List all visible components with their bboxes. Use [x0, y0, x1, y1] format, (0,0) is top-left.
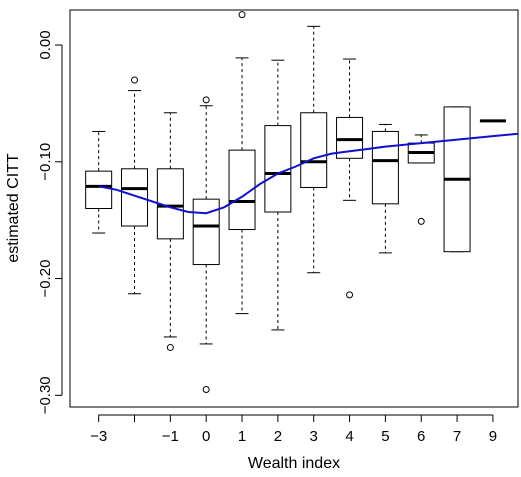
x-tick-label: 6: [417, 428, 425, 445]
box-2: [121, 76, 149, 295]
plot-frame: [69, 9, 519, 408]
box-6: [264, 59, 292, 331]
box-body: [371, 130, 399, 205]
x-tick-label: 1: [238, 428, 246, 445]
x-tick-label: −3: [90, 428, 107, 445]
box-4: [192, 96, 220, 393]
smooth-line: [98, 132, 519, 215]
box-5: [228, 11, 256, 315]
outlier-point: [238, 11, 246, 19]
box-1: [85, 130, 113, 234]
y-tick-label: −0.10: [37, 143, 54, 181]
box-7: [300, 25, 328, 274]
y-axis: 0.00 −0.10 −0.20 −0.30: [37, 30, 63, 414]
outlier-point: [417, 217, 425, 225]
x-tick-label: 0: [202, 428, 210, 445]
box-body: [300, 112, 328, 188]
box-body: [85, 170, 113, 210]
y-tick-label: 0.00: [37, 30, 54, 59]
y-tick-label: −0.20: [37, 260, 54, 298]
y-axis-label: estimated CITT: [5, 153, 22, 263]
outlier-point: [131, 76, 139, 84]
box-10: [407, 134, 435, 225]
x-axis: −3 −1 0 1 2 3 4 5 6 7 9: [90, 414, 497, 445]
box-3: [156, 112, 184, 351]
x-tick-label: −1: [162, 428, 179, 445]
box-body: [121, 168, 149, 227]
x-tick-label: 4: [345, 428, 353, 445]
outlier-point: [202, 385, 210, 393]
box-11: [443, 106, 471, 253]
outlier-point: [166, 343, 174, 351]
box-body: [192, 198, 220, 266]
outlier-point: [202, 96, 210, 104]
x-axis-label: Wealth index: [248, 455, 340, 472]
y-tick-label: −0.30: [37, 376, 54, 414]
box-body: [264, 125, 292, 213]
x-tick-label: 5: [381, 428, 389, 445]
x-tick-label: 7: [453, 428, 461, 445]
boxes-group: [85, 11, 506, 393]
outlier-point: [346, 291, 354, 299]
x-tick-label: 3: [310, 428, 318, 445]
box-8: [336, 58, 364, 299]
x-tick-label: 9: [489, 428, 497, 445]
box-9: [371, 123, 399, 254]
x-tick-label: 2: [274, 428, 282, 445]
